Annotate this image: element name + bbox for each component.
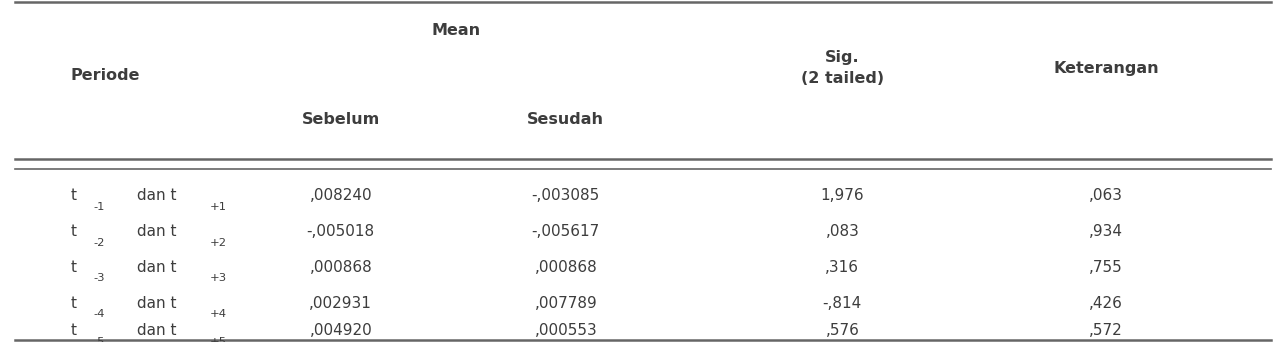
Text: ,755: ,755 (1089, 260, 1123, 275)
Text: +5: +5 (210, 337, 226, 342)
Text: dan t: dan t (132, 260, 177, 275)
Text: +2: +2 (210, 238, 226, 248)
Text: ,426: ,426 (1089, 296, 1123, 311)
Text: -1: -1 (94, 202, 105, 212)
Text: ,000553: ,000553 (535, 323, 597, 338)
Text: ,004920: ,004920 (310, 323, 372, 338)
Text: dan t: dan t (132, 188, 177, 203)
Text: ,063: ,063 (1089, 188, 1123, 203)
Text: dan t: dan t (132, 296, 177, 311)
Text: -3: -3 (94, 274, 105, 284)
Text: ,007789: ,007789 (535, 296, 597, 311)
Text: Keterangan: Keterangan (1053, 61, 1159, 76)
Text: -,814: -,814 (823, 296, 862, 311)
Text: Sesudah: Sesudah (527, 112, 604, 127)
Text: +1: +1 (210, 202, 226, 212)
Text: ,083: ,083 (826, 224, 859, 239)
Text: Mean: Mean (432, 23, 481, 38)
Text: ,008240: ,008240 (310, 188, 372, 203)
Text: Periode: Periode (71, 68, 140, 83)
Text: dan t: dan t (132, 224, 177, 239)
Text: dan t: dan t (132, 323, 177, 338)
Text: -5: -5 (94, 337, 105, 342)
Text: ,000868: ,000868 (535, 260, 597, 275)
Text: -,005617: -,005617 (531, 224, 601, 239)
Text: ,576: ,576 (826, 323, 859, 338)
Text: -,003085: -,003085 (531, 188, 601, 203)
Text: t: t (71, 260, 77, 275)
Text: +3: +3 (210, 274, 226, 284)
Text: t: t (71, 323, 77, 338)
Text: -,005018: -,005018 (307, 224, 374, 239)
Text: Sig.
(2 tailed): Sig. (2 tailed) (801, 50, 883, 87)
Text: t: t (71, 224, 77, 239)
Text: 1,976: 1,976 (820, 188, 864, 203)
Text: ,572: ,572 (1089, 323, 1123, 338)
Text: ,316: ,316 (826, 260, 859, 275)
Text: Sebelum: Sebelum (302, 112, 379, 127)
Text: t: t (71, 296, 77, 311)
Text: ,002931: ,002931 (310, 296, 372, 311)
Text: +4: +4 (210, 310, 226, 319)
Text: t: t (71, 188, 77, 203)
Text: -2: -2 (94, 238, 105, 248)
Text: ,934: ,934 (1089, 224, 1123, 239)
Text: -4: -4 (94, 310, 105, 319)
Text: ,000868: ,000868 (310, 260, 372, 275)
